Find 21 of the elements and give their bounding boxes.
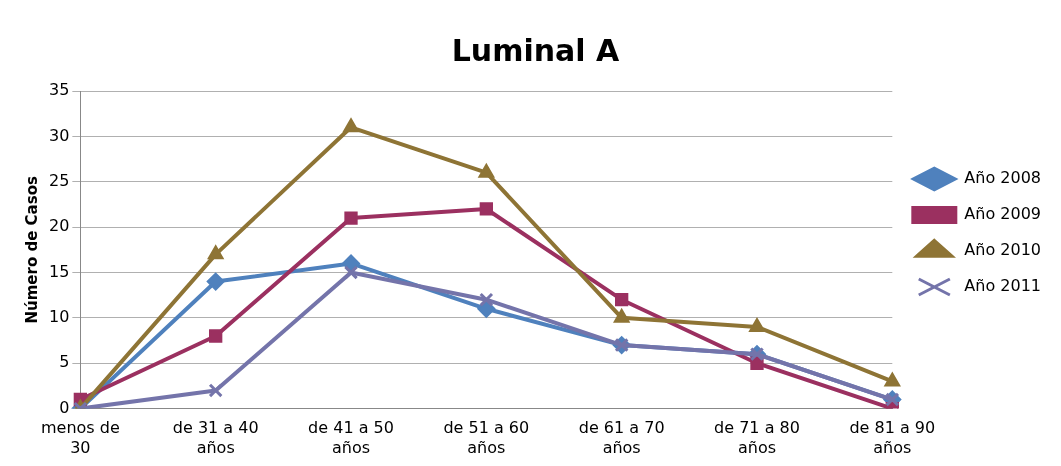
legend-label: Año 2008 bbox=[964, 168, 1042, 188]
legend-label: Año 2011 bbox=[964, 276, 1042, 296]
y-axis-title: Número de Casos bbox=[22, 176, 41, 324]
x-tick-label: de 51 a 60 años bbox=[443, 418, 530, 457]
legend-label: Año 2009 bbox=[964, 204, 1042, 224]
y-tick-label: 15 bbox=[49, 261, 70, 281]
y-tick-label: 25 bbox=[49, 170, 70, 190]
y-tick-label: 5 bbox=[59, 352, 70, 372]
x-tick-label: de 31 a 40 años bbox=[172, 418, 259, 457]
legend-label: Año 2010 bbox=[964, 240, 1042, 260]
x-tick-label: de 61 a 70 años bbox=[578, 418, 665, 457]
y-tick-label: 0 bbox=[59, 397, 70, 417]
chart-title: Luminal A bbox=[451, 32, 621, 68]
y-tick-label: 20 bbox=[49, 216, 70, 236]
x-tick-label: de 81 a 90 años bbox=[849, 418, 936, 457]
y-tick-label: 10 bbox=[49, 307, 70, 327]
x-tick-label: menos de 30 bbox=[40, 418, 120, 457]
y-tick-label: 30 bbox=[49, 125, 70, 145]
x-tick-label: de 71 a 80 años bbox=[714, 418, 800, 457]
x-tick-label: de 41 a 50 años bbox=[308, 418, 394, 457]
y-tick-label: 35 bbox=[49, 80, 70, 100]
